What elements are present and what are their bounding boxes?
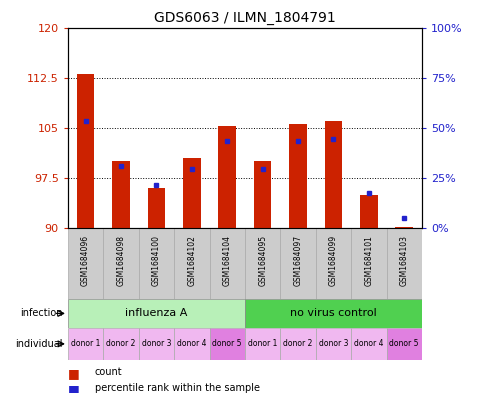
Bar (253, 161, 271, 228)
Bar (174, 328, 209, 360)
Text: donor 5: donor 5 (212, 340, 242, 348)
Text: GSM1684097: GSM1684097 (293, 235, 302, 286)
Text: GSM1684102: GSM1684102 (187, 235, 196, 286)
Text: GSM1684103: GSM1684103 (399, 235, 408, 286)
Text: GSM1684098: GSM1684098 (116, 235, 125, 286)
Text: donor 3: donor 3 (318, 340, 348, 348)
Text: donor 4: donor 4 (353, 340, 383, 348)
Bar (350, 328, 386, 360)
Bar (147, 188, 165, 228)
Bar (386, 328, 421, 360)
Bar (315, 228, 350, 299)
Text: infection: infection (20, 309, 63, 318)
Text: donor 1: donor 1 (71, 340, 100, 348)
Bar (244, 228, 280, 299)
Bar (174, 228, 209, 299)
Bar (394, 227, 412, 228)
Text: GSM1684096: GSM1684096 (81, 235, 90, 286)
Bar (350, 228, 386, 299)
Bar (68, 299, 244, 328)
Text: GSM1684095: GSM1684095 (257, 235, 267, 286)
Bar (218, 126, 236, 228)
Text: percentile rank within the sample: percentile rank within the sample (94, 383, 259, 393)
Text: GSM1684101: GSM1684101 (363, 235, 373, 286)
Text: donor 4: donor 4 (177, 340, 206, 348)
Bar (138, 228, 174, 299)
Bar (112, 161, 130, 228)
Text: donor 3: donor 3 (141, 340, 171, 348)
Text: no virus control: no virus control (289, 309, 376, 318)
Text: donor 2: donor 2 (283, 340, 312, 348)
Title: GDS6063 / ILMN_1804791: GDS6063 / ILMN_1804791 (154, 11, 335, 25)
Text: donor 1: donor 1 (247, 340, 277, 348)
Text: individual: individual (15, 339, 63, 349)
Bar (103, 228, 138, 299)
Text: ■: ■ (68, 367, 79, 380)
Bar (68, 228, 103, 299)
Text: donor 5: donor 5 (389, 340, 418, 348)
Bar (244, 328, 280, 360)
Bar (138, 328, 174, 360)
Bar (209, 328, 244, 360)
Bar (386, 228, 421, 299)
Bar (315, 328, 350, 360)
Bar (68, 328, 103, 360)
Text: ■: ■ (68, 383, 79, 393)
Text: donor 2: donor 2 (106, 340, 136, 348)
Bar (359, 195, 377, 228)
Bar (244, 299, 421, 328)
Text: GSM1684099: GSM1684099 (328, 235, 337, 286)
Bar (288, 124, 306, 228)
Bar (76, 74, 94, 228)
Text: count: count (94, 367, 122, 377)
Bar (280, 228, 315, 299)
Text: influenza A: influenza A (125, 309, 187, 318)
Text: GSM1684100: GSM1684100 (151, 235, 161, 286)
Text: GSM1684104: GSM1684104 (222, 235, 231, 286)
Bar (209, 228, 244, 299)
Bar (280, 328, 315, 360)
Bar (324, 121, 342, 228)
Bar (103, 328, 138, 360)
Bar (182, 158, 200, 228)
